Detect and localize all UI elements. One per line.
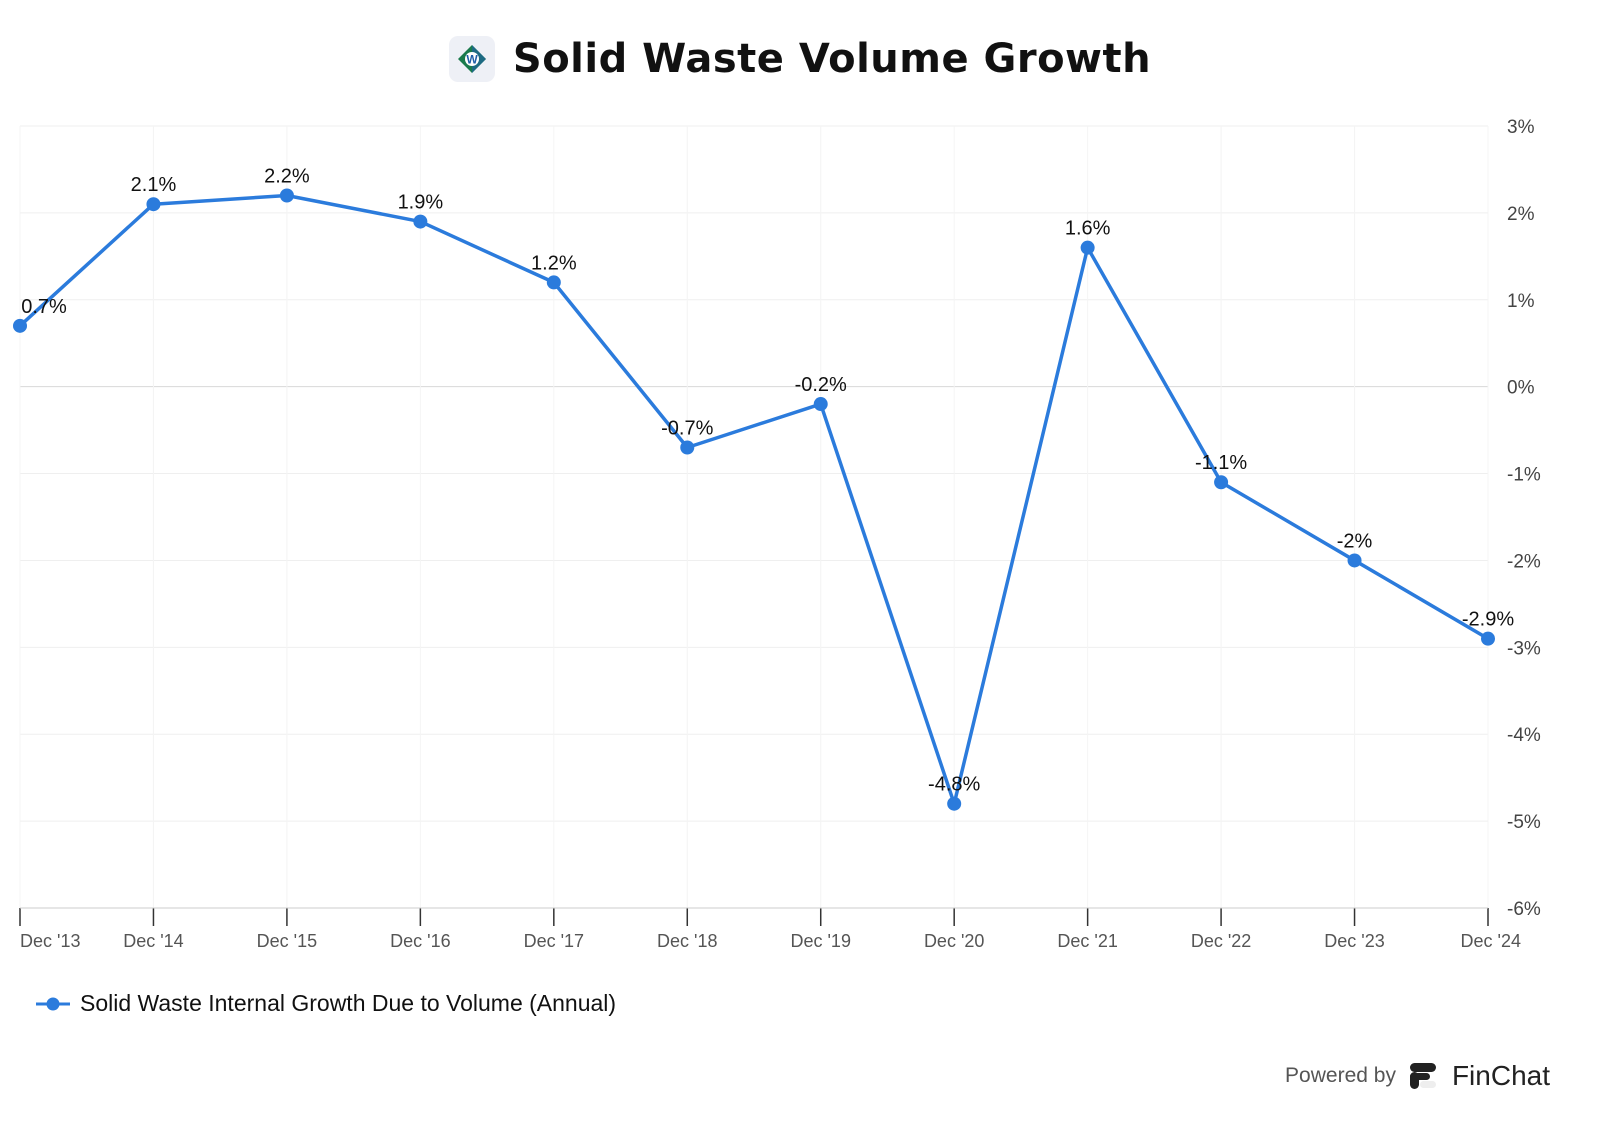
- finchat-logo-icon: [1409, 1063, 1436, 1089]
- data-point: [813, 397, 828, 412]
- svg-text:W: W: [466, 53, 478, 67]
- data-point: [546, 275, 561, 290]
- x-tick-label: Dec '18: [657, 931, 717, 951]
- footer: Powered by FinChat: [1285, 1060, 1550, 1092]
- legend[interactable]: Solid Waste Internal Growth Due to Volum…: [36, 990, 616, 1017]
- data-label: 2.1%: [131, 174, 177, 196]
- y-tick-label: -1%: [1507, 465, 1541, 486]
- series-line: [18, 193, 1489, 806]
- data-label: -2%: [1337, 530, 1373, 552]
- y-tick-label: -4%: [1507, 725, 1541, 746]
- data-point: [13, 318, 27, 333]
- data-label: 2.2%: [264, 166, 310, 188]
- x-tick-label: Dec '14: [123, 931, 183, 951]
- legend-label: Solid Waste Internal Growth Due to Volum…: [80, 990, 617, 1016]
- data-point: [1080, 240, 1095, 255]
- x-tick-label: Dec '19: [790, 931, 850, 951]
- data-point: [146, 197, 161, 212]
- data-point: [1481, 631, 1495, 646]
- data-label: -0.2%: [795, 374, 847, 396]
- x-tick-label: Dec '22: [1191, 931, 1251, 951]
- x-tick-label: Dec '13: [20, 931, 80, 951]
- y-tick-label: 2%: [1507, 204, 1535, 225]
- data-label: 1.6%: [1065, 218, 1111, 240]
- data-point: [1347, 553, 1362, 568]
- data-label: -1.1%: [1195, 452, 1247, 474]
- data-point: [1214, 475, 1229, 490]
- company-logo: W: [448, 36, 495, 82]
- y-tick-label: 1%: [1507, 291, 1535, 312]
- data-label: -0.7%: [661, 417, 713, 439]
- data-point: [680, 440, 695, 455]
- y-tick-label: -2%: [1507, 551, 1541, 572]
- x-tick-label: Dec '21: [1057, 931, 1117, 951]
- data-label: -2.9%: [1462, 609, 1514, 631]
- data-label: -4.8%: [928, 774, 980, 796]
- x-tick-label: Dec '17: [524, 931, 584, 951]
- finchat-brand: FinChat: [1451, 1060, 1550, 1091]
- legend-line-marker-icon: [36, 997, 70, 1010]
- data-label: 0.7%: [21, 296, 67, 318]
- x-tick-label: Dec '15: [257, 931, 317, 951]
- data-point: [279, 188, 294, 203]
- y-tick-label: -6%: [1507, 899, 1541, 920]
- chart-title: Solid Waste Volume Growth: [512, 36, 1152, 82]
- y-tick-label: 3%: [1507, 117, 1535, 138]
- data-point: [947, 796, 962, 811]
- data-label: 1.9%: [398, 192, 444, 214]
- company-logo-icon: W: [457, 45, 486, 73]
- y-tick-label: -5%: [1507, 812, 1541, 833]
- x-tick-label: Dec '24: [1461, 931, 1521, 951]
- x-tick-label: Dec '23: [1324, 931, 1384, 951]
- data-point: [413, 214, 428, 229]
- powered-by-text: Powered by: [1285, 1064, 1396, 1087]
- y-tick-label: 0%: [1507, 378, 1535, 399]
- x-tick-label: Dec '20: [924, 931, 984, 951]
- x-tick-label: Dec '16: [390, 931, 450, 951]
- data-label: 1.2%: [531, 252, 577, 274]
- y-tick-label: -3%: [1507, 638, 1541, 659]
- chart-header: W Solid Waste Volume Growth: [0, 36, 1600, 82]
